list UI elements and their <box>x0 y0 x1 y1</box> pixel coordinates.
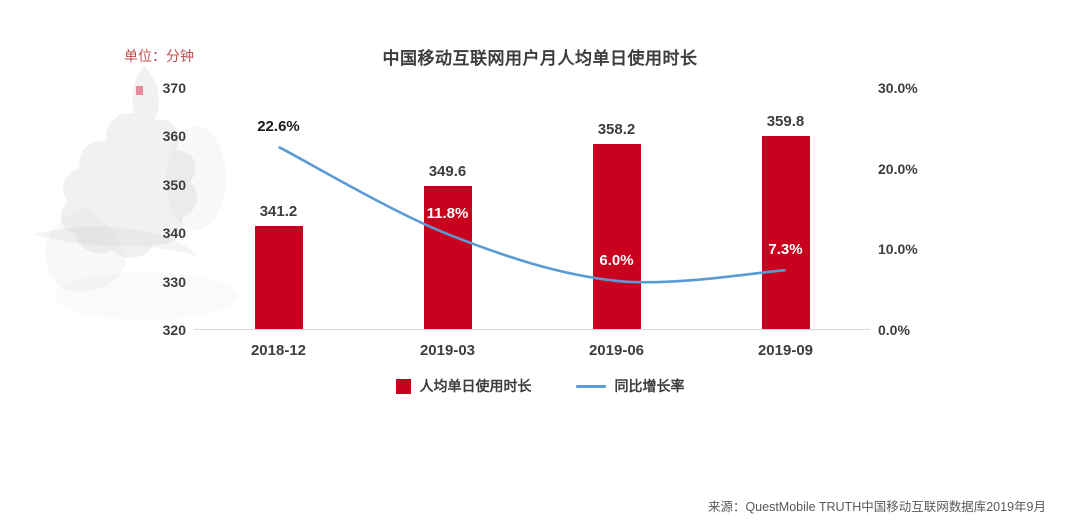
bar-2019-09 <box>761 136 810 329</box>
line-swatch-icon <box>575 384 606 388</box>
bar-swatch-icon <box>395 378 411 394</box>
bar-value-label: 358.2 <box>597 121 636 139</box>
growth-rate-label: 7.3% <box>768 241 803 259</box>
legend-item-usage-time: 人均单日使用时长 <box>395 376 532 396</box>
right-axis-tick: 30.0% <box>878 80 918 96</box>
left-axis-tick: 330 <box>162 273 186 290</box>
legend: 人均单日使用时长 同比增长率 <box>0 376 1080 396</box>
x-axis-label: 2019-06 <box>588 342 645 359</box>
bar-value-label: 349.6 <box>428 162 467 180</box>
right-axis-tick: 10.0% <box>878 241 918 258</box>
growth-rate-label: 6.0% <box>599 251 634 269</box>
left-axis: 370 360 350 340 330 320 <box>120 80 186 338</box>
growth-rate-line <box>278 146 786 284</box>
right-axis-tick: 0.0% <box>878 322 910 338</box>
left-axis-tick: 370 <box>162 80 186 96</box>
bar-2019-03 <box>423 185 472 329</box>
left-axis-tick: 360 <box>162 128 186 145</box>
x-axis-label: 2018-12 <box>250 342 307 359</box>
legend-item-growth-rate: 同比增长率 <box>575 376 685 396</box>
chart-title: 中国移动互联网用户月人均单日使用时长 <box>382 49 698 68</box>
plot-area: 341.2 349.6 358.2 359.8 22.6% 11.8% 6.0% 7.3% <box>194 88 870 330</box>
growth-rate-label: 11.8% <box>426 204 469 222</box>
bar-2019-06 <box>592 144 641 329</box>
bar-value-label: 341.2 <box>259 203 298 221</box>
right-axis: 30.0% 20.0% 10.0% 0.0% <box>878 80 940 338</box>
legend-label-usage-time: 人均单日使用时长 <box>419 378 532 394</box>
x-axis-label: 2019-03 <box>419 342 476 359</box>
bar-value-label: 359.8 <box>766 113 805 131</box>
legend-label-growth-rate: 同比增长率 <box>614 378 685 394</box>
bar-2018-12 <box>254 226 303 329</box>
source-note: 来源：QuestMobile TRUTH中国移动互联网数据库2019年9月 <box>707 500 1046 514</box>
left-axis-tick: 320 <box>162 322 186 338</box>
right-axis-tick: 20.0% <box>878 160 918 177</box>
unit-label: 单位：分钟 <box>124 48 194 64</box>
left-axis-tick: 350 <box>162 176 186 193</box>
x-axis-label: 2019-09 <box>757 342 814 359</box>
growth-rate-label: 22.6% <box>257 117 300 135</box>
left-axis-tick: 340 <box>162 225 186 242</box>
